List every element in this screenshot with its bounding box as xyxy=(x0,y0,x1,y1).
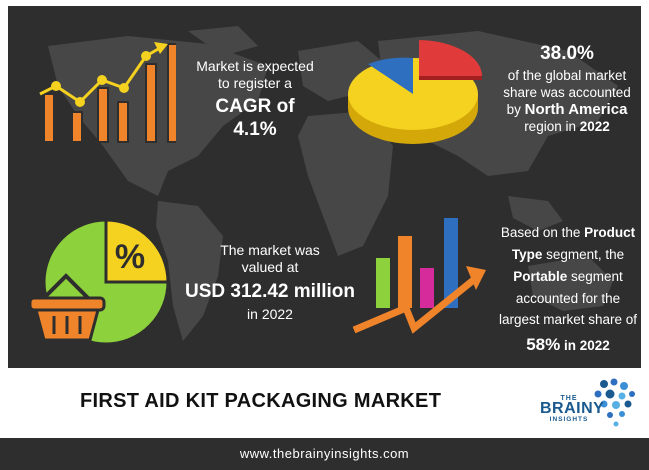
brainy-insights-logo-icon xyxy=(594,378,635,427)
segment-share-percent: 58% xyxy=(526,335,561,355)
segment-type: Type xyxy=(511,246,543,262)
region-line-2: share was accounted xyxy=(503,84,631,100)
market-value: USD 312.42 million xyxy=(184,281,355,303)
segment-line-3: segment xyxy=(571,268,623,284)
title-band xyxy=(0,368,649,432)
dark-panel: Market is expected to register a CAGR of… xyxy=(8,6,641,368)
logo-insights: INSIGHTS xyxy=(549,416,589,423)
region-line-1: of the global market xyxy=(507,68,627,84)
region-share-percent: 38.0% xyxy=(540,43,594,64)
cagr-line-1: Market is expected xyxy=(196,58,314,74)
percent-symbol: % xyxy=(115,238,145,276)
segment-portable: Portable xyxy=(513,268,568,284)
value-line-1: The market was xyxy=(220,242,320,258)
segment-line-4: accounted for the xyxy=(515,290,621,306)
segment-line-2: segment, the xyxy=(546,246,625,262)
market-value-stat: The market was valued at USD 312.42 mill… xyxy=(184,242,356,323)
page-title: FIRST AID KIT PACKAGING MARKET xyxy=(80,390,442,412)
growth-bar-chart-icon xyxy=(39,42,176,143)
segment-bars-arrow-icon xyxy=(352,218,486,334)
segment-year: in 2022 xyxy=(564,338,610,354)
pie-basket-icon: % xyxy=(28,218,170,346)
pie-chart-3d-icon xyxy=(348,40,482,144)
value-line-2: valued at xyxy=(241,259,299,276)
segment-stat: Based on the Product Type segment, the P… xyxy=(486,222,641,359)
logo-the: THE xyxy=(560,395,578,402)
segment-line-5: largest market share of xyxy=(498,312,638,328)
region-name: North America xyxy=(524,101,628,119)
cagr-line-2: to register a xyxy=(218,75,292,92)
segment-product: Product xyxy=(584,225,636,240)
segment-line-1: Based on the xyxy=(500,225,581,240)
region-stat: 38.0% of the global market share was acc… xyxy=(492,42,641,136)
region-year: 2022 xyxy=(579,119,610,135)
logo-brainy: BRAINY xyxy=(540,400,605,417)
region-line-4: region in xyxy=(524,119,576,135)
cagr-stat: Market is expected to register a CAGR of… xyxy=(192,58,318,142)
brainy-insights-logo: THE BRAINY INSIGHTS xyxy=(540,395,605,423)
footer-url: www.thebrainyinsights.com xyxy=(0,438,649,470)
cagr-value: CAGR of 4.1% xyxy=(215,96,295,141)
value-line-4: in 2022 xyxy=(247,306,293,323)
region-prefix: by xyxy=(506,102,521,118)
